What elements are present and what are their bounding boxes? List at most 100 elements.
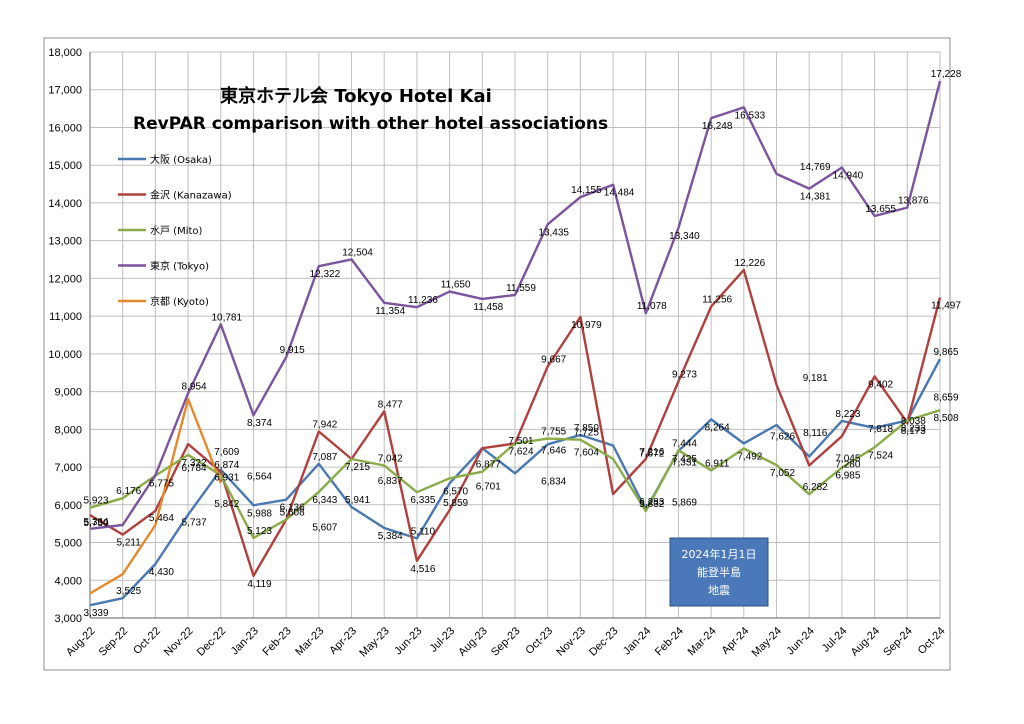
data-label: 7,572 [639,448,664,459]
legend-label: 水戸 (Mito) [150,225,203,237]
data-label: 8,954 [182,381,207,392]
series-line [89,409,941,540]
data-label: 5,832 [639,499,664,510]
data-label: 7,850 [574,423,599,434]
data-label: 6,837 [378,476,403,487]
data-label: 5,364 [83,517,108,528]
data-label: 14,155 [571,185,602,196]
y-tick-label: 13,000 [48,236,82,248]
data-label: 5,869 [672,498,697,509]
legend: 大阪 (Osaka) 金沢 (Kanazawa) 水戸 (Mito) 東京 (Toky… [118,153,232,308]
data-label: 7,609 [214,447,239,458]
data-label: 9,273 [672,369,697,380]
data-label: 7,818 [868,424,893,435]
data-label: 5,923 [83,496,108,507]
data-label: 5,730 [83,518,108,529]
legend-label: 大阪 (Osaka) [150,153,212,166]
data-label: 10,781 [211,312,242,323]
gridlines [89,51,941,619]
data-label: 6,343 [312,495,337,506]
data-label: 6,701 [476,481,501,492]
data-label: 11,236 [408,295,438,306]
data-label: 7,087 [312,452,337,463]
data-label: 13,435 [538,227,569,238]
y-tick-label: 3,000 [54,613,82,625]
data-label: 5,464 [149,513,174,524]
data-label: 8,223 [835,409,860,420]
annotation-box [669,537,769,607]
data-label: 16,248 [702,121,733,132]
data-label: 7,624 [508,447,533,458]
data-label: 7,215 [345,462,370,473]
data-label: 8,659 [933,392,958,403]
data-label: 4,430 [149,567,174,578]
data-label: 6,282 [803,482,828,493]
data-label: 7,045 [835,453,860,464]
data-label: 7,755 [541,427,566,438]
data-label: 11,078 [637,301,667,312]
data-label: 8,116 [803,428,828,439]
y-tick-label: 6,000 [54,500,82,512]
chart-title-line1: 東京ホテル会 Tokyo Hotel Kai [220,85,492,107]
data-label: 13,340 [669,231,700,242]
data-label: 7,626 [770,431,795,442]
data-label: 5,608 [280,508,305,519]
data-label: 12,226 [735,258,766,269]
y-axis-ticks: 3,000 4,000 5,000 6,000 7,000 8,000 9,000 10,00… [48,47,82,625]
legend-label: 金沢 (Kanazawa) [150,189,232,202]
data-label: 7,524 [868,450,893,461]
data-label: 7,725 [574,428,599,439]
data-label: 7,216 [639,447,664,458]
annotation-line2: 能登半島 [697,565,741,579]
data-label: 11,458 [473,302,503,313]
data-label: 5,123 [247,526,272,537]
data-label: 6,834 [541,476,566,487]
data-label: 14,381 [800,192,831,203]
y-tick-label: 4,000 [54,575,82,587]
series-line [89,397,222,595]
data-label: 7,942 [312,420,337,431]
data-label: 13,655 [865,204,896,215]
data-label: 5,859 [443,498,468,509]
data-label: 5,607 [312,523,337,534]
data-label: 8,508 [933,413,958,424]
data-label: 7,331 [672,458,697,469]
data-label: 5,737 [182,518,207,529]
data-label: 5,384 [378,531,403,542]
data-label: 4,516 [410,564,435,575]
data-label: 12,504 [342,247,373,258]
data-label: 14,769 [800,162,831,173]
data-label: 3,339 [83,608,108,619]
y-tick-label: 5,000 [54,538,82,550]
series-line [89,358,942,607]
data-label: 7,042 [378,453,403,464]
data-label: 11,256 [702,294,732,305]
data-label: 8,173 [901,426,926,437]
data-label: 9,667 [541,354,566,365]
data-label: 6,985 [835,471,860,482]
data-label: 4,119 [247,579,272,590]
data-label: 6,877 [476,460,501,471]
y-tick-label: 16,000 [48,122,82,134]
data-label: 7,492 [737,452,762,463]
data-label: 9,865 [933,347,958,358]
data-label: 6,564 [247,472,272,483]
data-label: 6,570 [443,486,468,497]
data-label: 7,322 [182,458,207,469]
data-label: 5,110 [411,526,436,537]
data-label: 6,176 [116,486,141,497]
data-label: 5,842 [214,499,239,510]
data-label: 6,874 [214,460,239,471]
noto-earthquake-annotation: 2024年1月1日 能登半島 地震 [669,537,769,607]
data-label: 14,940 [833,170,864,181]
y-tick-label: 15,000 [48,160,82,172]
data-label: 5,211 [117,538,142,549]
data-label: 8,477 [378,399,403,410]
data-label: 11,354 [375,306,405,317]
data-label: 7,425 [672,454,697,465]
data-label: 3,525 [116,586,141,597]
y-tick-label: 12,000 [48,273,82,285]
series-line [89,80,942,530]
y-tick-label: 18,000 [48,47,82,59]
